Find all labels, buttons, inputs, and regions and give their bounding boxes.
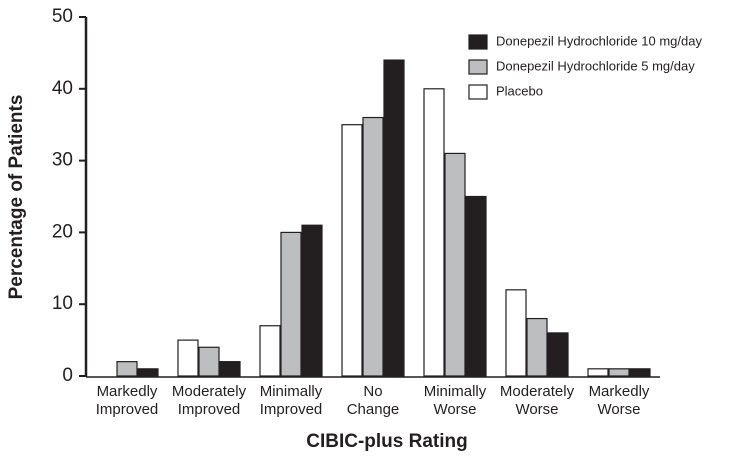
bar xyxy=(219,361,241,377)
legend-label: Donepezil Hydrochloride 10 mg/day xyxy=(496,33,702,48)
y-tick-label: 20 xyxy=(52,221,73,242)
x-tick-label: Minimally xyxy=(260,383,323,400)
bar xyxy=(259,325,281,377)
y-tick-label: 50 xyxy=(52,6,73,27)
bar xyxy=(280,231,302,377)
bar xyxy=(177,339,199,377)
legend-swatch xyxy=(468,84,488,100)
y-tick-label: 10 xyxy=(52,293,73,314)
bar xyxy=(116,361,138,377)
bar xyxy=(383,59,405,377)
legend-swatch xyxy=(468,34,488,50)
bar xyxy=(608,368,630,377)
bar xyxy=(301,224,323,377)
legend-label: Placebo xyxy=(496,83,543,98)
x-tick-label: Minimally xyxy=(424,383,487,400)
x-tick-label: Markedly xyxy=(589,383,650,400)
y-tick-label: 0 xyxy=(62,365,73,386)
x-tick-label: Worse xyxy=(515,401,558,418)
bar xyxy=(423,88,445,377)
x-tick-label: Moderately xyxy=(172,383,247,400)
x-tick-label: No xyxy=(363,383,382,400)
y-tick-label: 30 xyxy=(52,150,73,171)
bar xyxy=(362,116,384,377)
bar xyxy=(505,289,527,377)
x-tick-label: Improved xyxy=(96,401,159,418)
bar xyxy=(137,368,159,377)
bar xyxy=(465,195,487,377)
legend-label: Donepezil Hydrochloride 5 mg/day xyxy=(496,58,695,73)
y-axis-title: Percentage of Patients xyxy=(6,95,27,300)
bar xyxy=(526,317,548,377)
x-tick-label: Improved xyxy=(260,401,323,418)
bar xyxy=(629,368,651,377)
x-tick-label: Markedly xyxy=(97,383,158,400)
x-tick-label: Worse xyxy=(433,401,476,418)
x-tick-label: Improved xyxy=(178,401,241,418)
x-axis-title: CIBIC-plus Rating xyxy=(306,431,468,452)
bar xyxy=(444,152,466,377)
bar xyxy=(198,346,220,377)
x-tick-label: Moderately xyxy=(500,383,575,400)
bar xyxy=(587,368,609,377)
legend-swatch xyxy=(468,59,488,75)
bar xyxy=(547,332,569,377)
bar xyxy=(341,124,363,377)
x-tick-label: Worse xyxy=(597,401,640,418)
y-tick-label: 40 xyxy=(52,78,73,99)
x-tick-label: Change xyxy=(347,401,400,418)
